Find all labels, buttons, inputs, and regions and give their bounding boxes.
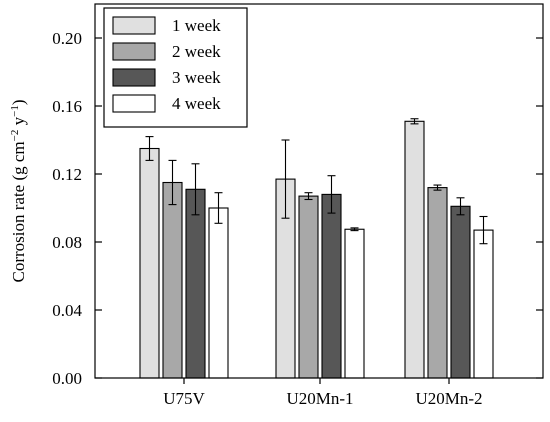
legend-swatch [112, 68, 156, 87]
bar [427, 187, 448, 379]
bar [298, 195, 319, 379]
legend: 1 week 2 week 3 week 4 week [103, 7, 248, 128]
bar [473, 229, 494, 379]
bar [321, 193, 342, 379]
y-tick-label: 0.00 [52, 369, 82, 388]
bar [450, 205, 471, 379]
bars-layer [139, 118, 494, 379]
bar [208, 207, 229, 379]
legend-label: 2 week [172, 42, 221, 61]
y-tick-label: 0.20 [52, 29, 82, 48]
x-axis: U75V U20Mn-1 U20Mn-2 [163, 378, 483, 408]
y-tick-label: 0.08 [52, 233, 82, 252]
bar [404, 120, 425, 379]
bar [162, 181, 183, 379]
bar [344, 228, 365, 379]
x-tick-label: U20Mn-1 [286, 389, 353, 408]
legend-label: 3 week [172, 68, 221, 87]
bar [139, 147, 160, 379]
legend-swatch [112, 16, 156, 35]
y-axis: 0.00 0.04 0.08 0.12 0.16 0.20 [52, 29, 543, 388]
plot-frame [94, 3, 544, 379]
x-tick-label: U75V [163, 389, 205, 408]
y-tick-label: 0.12 [52, 165, 82, 184]
legend-label: 4 week [172, 94, 221, 113]
legend-swatch [112, 42, 156, 61]
x-tick-label: U20Mn-2 [415, 389, 482, 408]
y-tick-label: 0.16 [52, 97, 82, 116]
bar [185, 188, 206, 379]
y-axis-label: Corrosion rate (g cm−2 y−1) [9, 99, 28, 282]
legend-swatch [112, 94, 156, 113]
legend-label: 1 week [172, 16, 221, 35]
y-tick-label: 0.04 [52, 301, 82, 320]
